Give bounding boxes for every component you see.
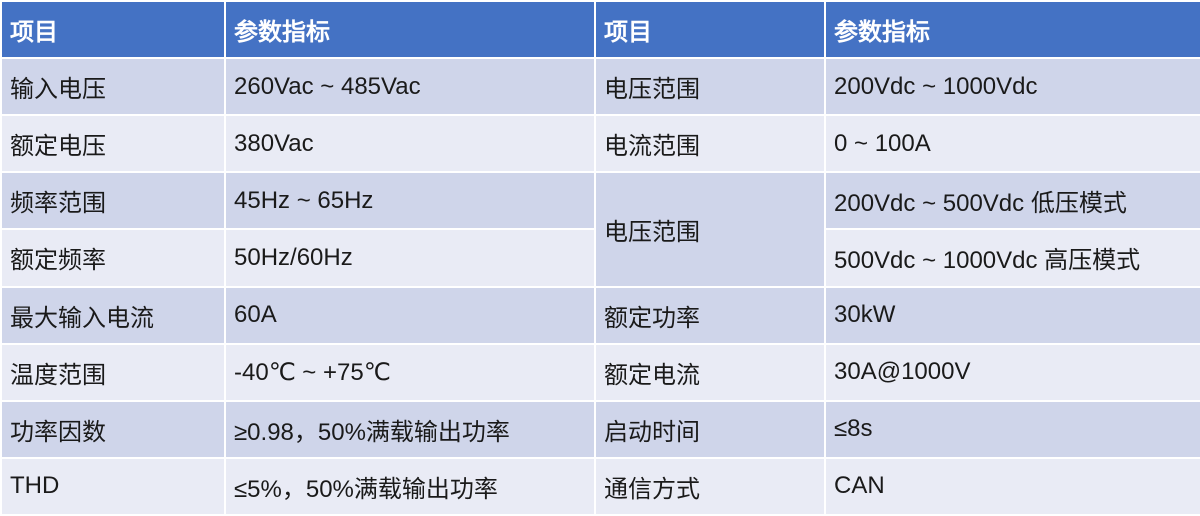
cell: ≥0.98，50%满载输出功率	[224, 399, 596, 459]
cell: 0 ~ 100A	[824, 114, 1200, 174]
cell: 额定功率	[594, 285, 826, 345]
cell: 频率范围	[0, 171, 226, 231]
cell: 电流范围	[594, 114, 826, 174]
cell: 温度范围	[0, 342, 226, 402]
table-row: 输入电压 260Vac ~ 485Vac 电压范围 200Vdc ~ 1000V…	[0, 56, 1200, 117]
cell: 通信方式	[594, 456, 826, 516]
cell: 30kW	[824, 285, 1200, 345]
cell: THD	[0, 456, 226, 516]
header-value: 参数指标	[824, 0, 1200, 59]
cell: 500Vdc ~ 1000Vdc 高压模式	[824, 228, 1200, 288]
cell: 电压范围	[594, 56, 826, 117]
cell: 额定频率	[0, 228, 226, 288]
header-item: 项目	[0, 0, 226, 59]
cell: 额定电压	[0, 114, 226, 174]
cell: 260Vac ~ 485Vac	[224, 56, 596, 117]
cell: ≤8s	[824, 399, 1200, 459]
cell: ≤5%，50%满载输出功率	[224, 456, 596, 516]
header-value: 参数指标	[224, 0, 596, 59]
cell: 45Hz ~ 65Hz	[224, 171, 596, 231]
cell: 功率因数	[0, 399, 226, 459]
cell: 最大输入电流	[0, 285, 226, 345]
cell: 60A	[224, 285, 596, 345]
table-row: 额定频率 50Hz/60Hz 500Vdc ~ 1000Vdc 高压模式	[0, 228, 1200, 288]
cell: 启动时间	[594, 399, 826, 459]
table-row: 频率范围 45Hz ~ 65Hz 电压范围 200Vdc ~ 500Vdc 低压…	[0, 171, 1200, 288]
cell: CAN	[824, 456, 1200, 516]
table-row: 额定电压 380Vac 电流范围 0 ~ 100A	[0, 114, 1200, 174]
cell: -40℃ ~ +75℃	[224, 342, 596, 402]
cell: 输入电压	[0, 56, 226, 117]
table-row: THD ≤5%，50%满载输出功率 通信方式 CAN	[0, 456, 1200, 516]
cell: 额定电流	[594, 342, 826, 402]
header-item: 项目	[594, 0, 826, 59]
cell: 50Hz/60Hz	[224, 228, 596, 288]
cell: 380Vac	[224, 114, 596, 174]
table-row: 温度范围 -40℃ ~ +75℃ 额定电流 30A@1000V	[0, 342, 1200, 402]
merged-cell: 电压范围	[594, 171, 826, 288]
cell: 200Vdc ~ 1000Vdc	[824, 56, 1200, 117]
cell: 200Vdc ~ 500Vdc 低压模式	[824, 171, 1200, 231]
cell: 30A@1000V	[824, 342, 1200, 402]
table-row: 功率因数 ≥0.98，50%满载输出功率 启动时间 ≤8s	[0, 399, 1200, 459]
table-row: 最大输入电流 60A 额定功率 30kW	[0, 285, 1200, 345]
header-row: 项目 参数指标 项目 参数指标	[0, 0, 1200, 59]
